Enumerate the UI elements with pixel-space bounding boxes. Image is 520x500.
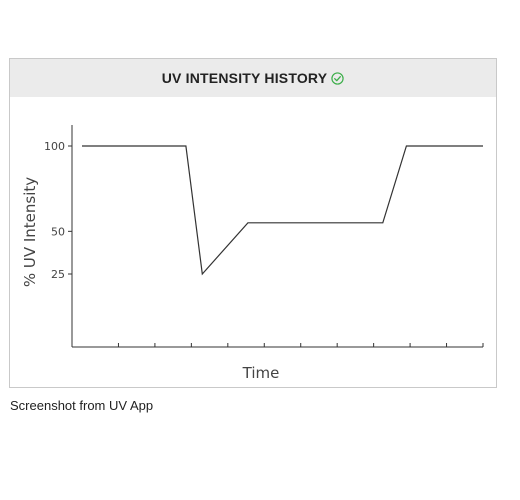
- y-axis-label: % UV Intensity: [21, 177, 39, 287]
- y-tick-label-25: 25: [51, 268, 65, 281]
- card-header: UV INTENSITY HISTORY: [10, 59, 496, 97]
- x-axis-label: Time: [242, 364, 280, 382]
- check-circle-icon: [331, 71, 344, 85]
- card-title: UV INTENSITY HISTORY: [161, 70, 328, 86]
- uv-intensity-chart: 25 50 100 Time % UV Intensity: [21, 125, 484, 382]
- screenshot-caption: Screenshot from UV App: [10, 398, 154, 413]
- y-tick-label-100: 100: [44, 140, 65, 153]
- uv-history-card: UV INTENSITY HISTORY 25 50 100 Time % UV Int…: [9, 58, 497, 388]
- uv-intensity-series-line: [82, 145, 483, 276]
- y-tick-label-50: 50: [51, 225, 65, 238]
